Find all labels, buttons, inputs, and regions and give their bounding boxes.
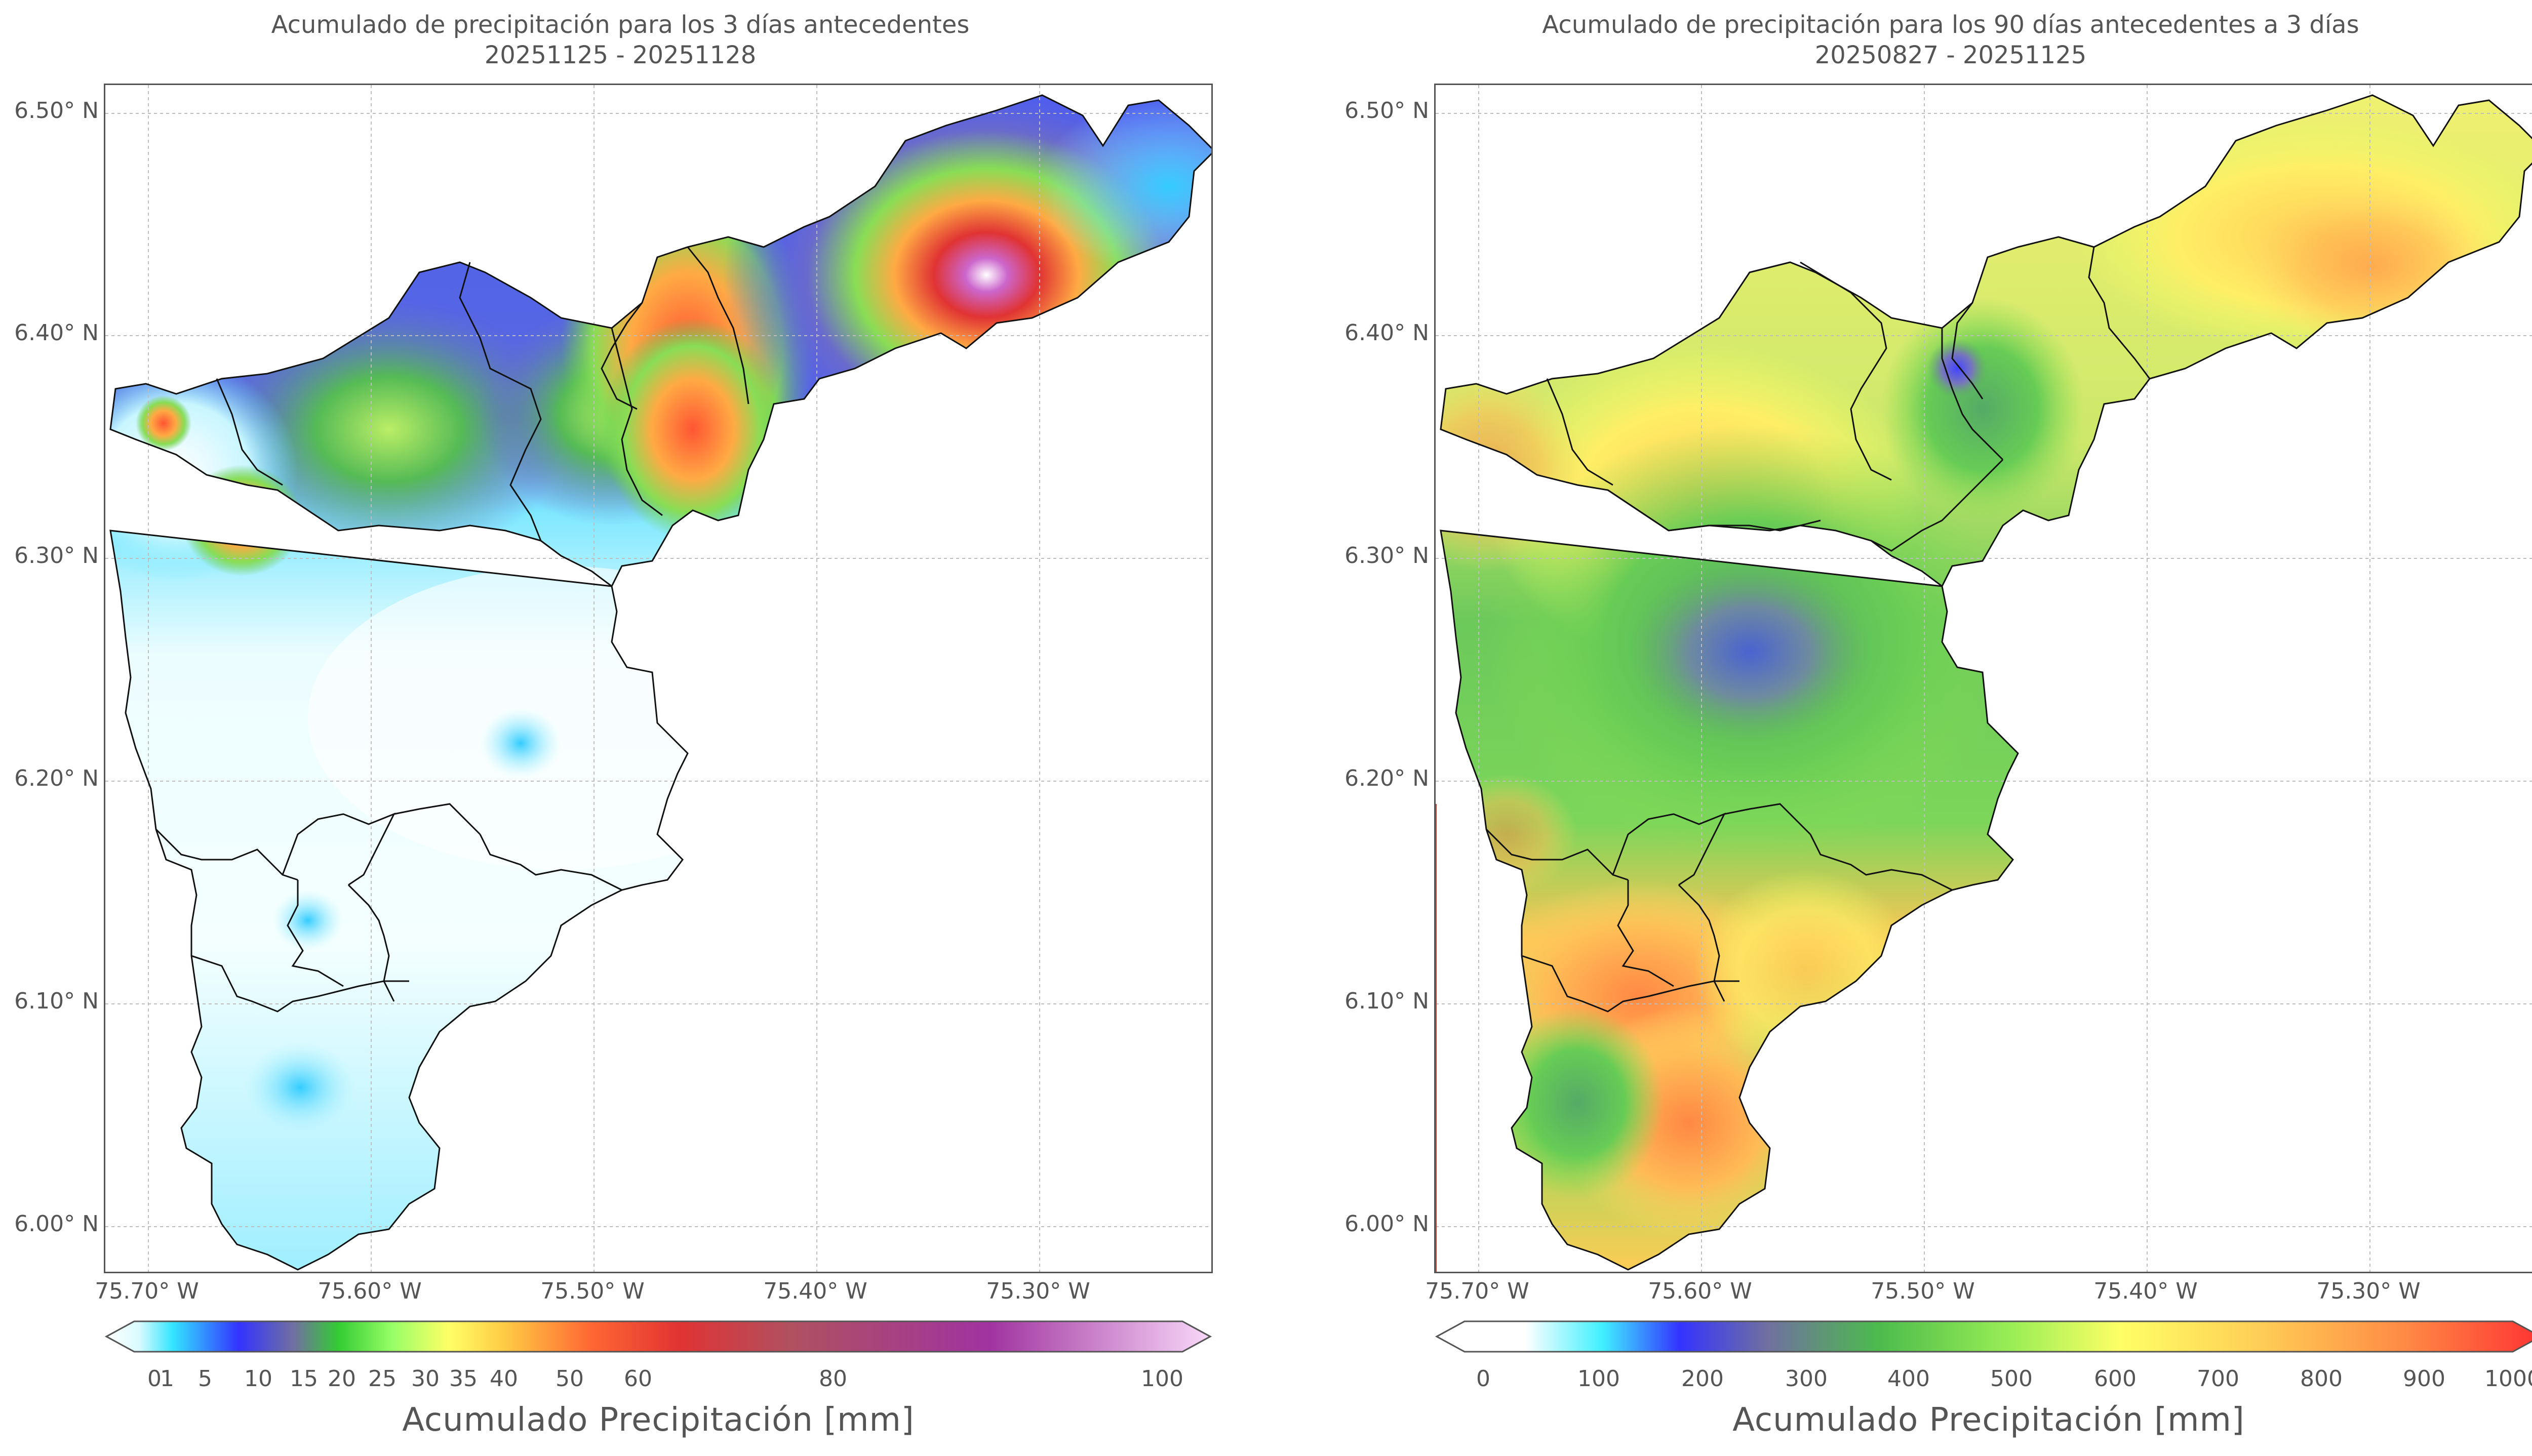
colorbar-label: Acumulado Precipitación [mm] [402,1401,915,1439]
municipality-border [1612,813,1726,886]
colorbar-label: Acumulado Precipitación [mm] [1732,1401,2245,1439]
latitude-tick-label: 6.40° N [14,320,99,346]
map-date-range: 20251125 - 20251128 [484,41,757,69]
latitude-tick-label: 6.00° N [1344,1211,1429,1237]
colorbar-tick-label: 1000 [2484,1366,2532,1392]
colorbar [1435,1320,2532,1353]
latitude-tick-label: 6.50° N [1344,98,1429,124]
municipality-border [1800,261,1892,481]
municipality-border [479,834,622,891]
longitude-tick-label: 75.70° W [1425,1278,1529,1304]
latitude-tick-label: 6.30° N [14,543,99,569]
municipality-border [1546,378,1613,486]
municipality-border [1951,302,1984,399]
colorbar-tick-label: 600 [2094,1366,2137,1392]
latitude-tick-label: 6.10° N [14,988,99,1014]
municipality-border [318,980,409,997]
longitude-tick-label: 75.70° W [95,1278,199,1304]
precipitation-map[interactable] [104,84,1213,1273]
map-title: Acumulado de precipitación para los 90 d… [1542,11,2359,39]
latitude-tick-label: 6.40° N [1344,320,1429,346]
latitude-tick-label: 6.20° N [14,765,99,791]
municipality-border [1941,328,2004,461]
colorbar-tick-label: 300 [1785,1366,1828,1392]
municipality-border [601,302,643,410]
colorbar-tick-label: 0 [1476,1366,1490,1392]
colorbar-tick-label: 35 [449,1366,478,1392]
map-panel-90-day: Acumulado de precipitación para los 90 d… [1330,0,2532,1456]
latitude-tick-label: 6.10° N [1344,988,1429,1014]
longitude-tick-label: 75.50° W [1871,1278,1975,1304]
colorbar-tick-label: 50 [556,1366,584,1392]
colorbar-tick-label: 80 [819,1366,847,1392]
municipality-border [287,880,344,987]
municipality-border [393,803,481,835]
colorbar-tick-label: 100 [1141,1366,1183,1392]
colorbar-tick-label: 20 [328,1366,356,1392]
municipality-border [687,247,749,405]
colorbar-tick-label: 200 [1681,1366,1724,1392]
municipality-border [1871,459,2004,552]
municipality-border [1724,803,1811,835]
longitude-tick-label: 75.40° W [763,1278,867,1304]
map-title: Acumulado de precipitación para los 3 dí… [271,11,970,39]
colorbar-tick-label: 500 [1990,1366,2033,1392]
municipality-border [1521,955,1649,1013]
municipality-border [155,828,298,881]
map-date-range: 20250827 - 20251125 [1814,41,2087,69]
municipality-border [1485,828,1629,881]
municipality-border [1648,980,1739,997]
longitude-tick-label: 75.30° W [986,1278,1090,1304]
colorbar-tick-label: 700 [2197,1366,2239,1392]
municipality-border [1607,489,1821,532]
latitude-tick-label: 6.00° N [14,1211,99,1237]
colorbar-tick-label: 5 [198,1366,212,1392]
longitude-tick-label: 75.50° W [540,1278,645,1304]
colorbar-tick-label: 1 [160,1366,174,1392]
municipality-border [216,378,283,486]
municipality-border [2088,247,2151,379]
colorbar-tick-label: 40 [490,1366,518,1392]
colorbar-tick-label: 400 [1887,1366,1930,1392]
latitude-tick-label: 6.30° N [1344,543,1429,569]
colorbar-tick-label: 800 [2300,1366,2343,1392]
colorbar [104,1320,1212,1353]
municipality-border [282,813,396,886]
latitude-tick-label: 6.20° N [1344,765,1429,791]
longitude-tick-label: 75.60° W [1648,1278,1752,1304]
latitude-tick-label: 6.50° N [14,98,99,124]
municipality-border [1809,834,1953,891]
map-panel-3-day: Acumulado de precipitación para los 3 dí… [0,0,1241,1456]
municipality-border [459,262,542,541]
colorbar-tick-label: 60 [624,1366,652,1392]
colorbar-tick-label: 100 [1577,1366,1620,1392]
colorbar-tick-label: 15 [290,1366,318,1392]
colorbar-tick-label: 0 [147,1366,162,1392]
colorbar-tick-label: 30 [411,1366,440,1392]
longitude-tick-label: 75.60° W [318,1278,422,1304]
colorbar-tick-label: 25 [368,1366,397,1392]
municipality-border [1617,880,1674,987]
colorbar-tick-label: 900 [2403,1366,2445,1392]
longitude-tick-label: 75.30° W [2316,1278,2421,1304]
municipality-border [611,328,663,516]
longitude-tick-label: 75.40° W [2093,1278,2198,1304]
municipality-border [191,955,319,1013]
precipitation-map[interactable] [1434,84,2532,1273]
colorbar-tick-label: 10 [244,1366,272,1392]
